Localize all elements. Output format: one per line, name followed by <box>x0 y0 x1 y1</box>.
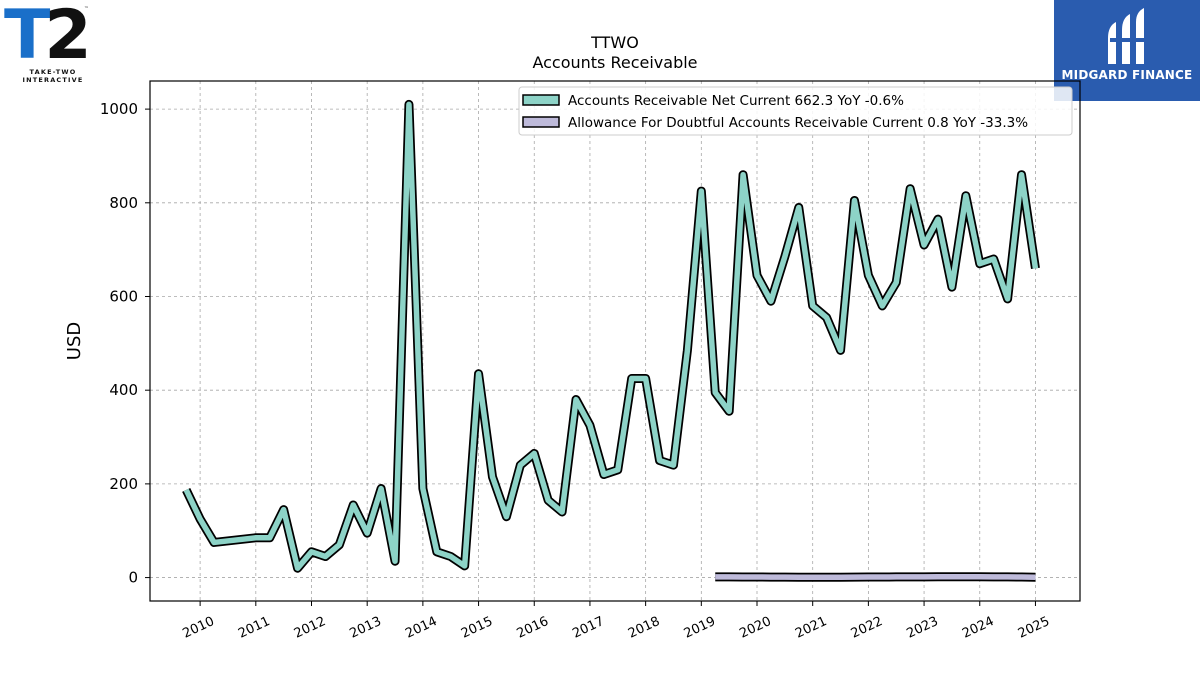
legend-swatch <box>522 116 560 128</box>
x-tick-label: 2020 <box>737 614 773 642</box>
legend-box <box>518 86 1073 136</box>
take-two-logo: T2 ™ TAKE-TWO INTERACTIVE <box>4 0 92 85</box>
y-tick-label: 1000 <box>100 100 138 118</box>
legend-label: Allowance For Doubtful Accounts Receivab… <box>568 115 1028 131</box>
trademark-symbol: ™ <box>84 6 89 12</box>
chart-subtitle: Accounts Receivable <box>532 53 697 72</box>
x-tick-label: 2025 <box>1016 614 1052 642</box>
axes: 2010 2011 2012 2013 2014 2015 2016 2017 2018 2019… <box>100 100 1052 642</box>
series-lines <box>182 99 1040 582</box>
x-tick-label: 2019 <box>682 614 718 642</box>
chart-title: TTWO <box>590 33 639 52</box>
x-tick-label: 2017 <box>570 614 606 642</box>
y-tick-label: 600 <box>109 287 138 305</box>
x-tick-label: 2015 <box>459 614 495 642</box>
y-tick-label: 200 <box>109 475 138 493</box>
t2-logo-text: TAKE-TWO INTERACTIVE <box>16 68 90 84</box>
legend-swatch <box>522 94 560 106</box>
midgard-logo-icon <box>1108 8 1146 64</box>
x-tick-label: 2022 <box>849 614 885 642</box>
plot-frame <box>149 80 1081 602</box>
series-outline <box>182 99 1040 573</box>
midgard-finance-name: MIDGARD FINANCE <box>1061 68 1193 82</box>
x-tick-label: 2014 <box>403 614 439 642</box>
y-tick-label: 400 <box>109 381 138 399</box>
series-line <box>715 573 1036 580</box>
x-tick-label: 2018 <box>626 614 662 642</box>
x-tick-label: 2023 <box>904 614 940 642</box>
y-tick-label: 800 <box>109 194 138 212</box>
x-tick-label: 2011 <box>236 614 272 642</box>
legend-label: Accounts Receivable Net Current 662.3 Yo… <box>568 93 904 109</box>
x-tick-label: 2024 <box>960 614 996 642</box>
t2-logo-text-line1: TAKE-TWO <box>29 68 77 76</box>
t2-logo-text-line2: INTERACTIVE <box>22 76 84 84</box>
series-line <box>183 101 1039 571</box>
y-tick-label: 0 <box>128 569 138 587</box>
x-tick-label: 2021 <box>793 614 829 642</box>
t2-logo-mark: T2 <box>4 0 92 75</box>
x-tick-label: 2012 <box>292 614 328 642</box>
x-tick-label: 2013 <box>348 614 384 642</box>
legend: Accounts Receivable Net Current 662.3 Yo… <box>518 86 1073 136</box>
x-tick-label: 2016 <box>515 614 551 642</box>
midgard-finance-logo: MIDGARD FINANCE <box>1054 0 1200 101</box>
x-tick-label: 2010 <box>180 614 216 642</box>
y-axis-label: USD <box>64 322 85 360</box>
